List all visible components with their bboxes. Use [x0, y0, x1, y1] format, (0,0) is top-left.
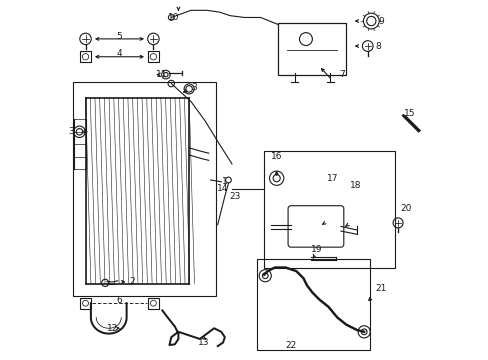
Text: 22: 22: [285, 341, 296, 350]
Text: 7: 7: [339, 70, 344, 79]
Text: 16: 16: [271, 152, 282, 161]
Text: 20: 20: [399, 204, 410, 213]
Text: 10: 10: [167, 13, 179, 22]
Text: 14: 14: [217, 184, 228, 193]
Text: 12: 12: [106, 324, 118, 333]
Text: 21: 21: [374, 284, 386, 293]
Bar: [80, 51, 91, 63]
Text: 11: 11: [156, 70, 167, 79]
Text: 23: 23: [229, 192, 241, 201]
Bar: [264, 152, 394, 267]
Bar: [257, 258, 369, 350]
Text: 9: 9: [378, 17, 384, 26]
Text: 3: 3: [191, 83, 197, 92]
Bar: [147, 51, 159, 63]
Bar: [73, 82, 216, 296]
Text: 6: 6: [116, 296, 122, 305]
Text: 13: 13: [197, 338, 209, 347]
Bar: [80, 298, 91, 309]
Text: 17: 17: [326, 174, 338, 183]
Text: 8: 8: [374, 41, 380, 50]
Text: 3: 3: [68, 127, 74, 136]
Text: 1: 1: [222, 177, 227, 186]
Text: 2: 2: [129, 277, 135, 286]
Text: 19: 19: [310, 245, 322, 254]
Bar: [148, 298, 159, 309]
Text: 4: 4: [117, 49, 122, 58]
Text: 15: 15: [403, 109, 414, 118]
Text: 5: 5: [116, 32, 122, 41]
Text: 18: 18: [349, 181, 361, 190]
